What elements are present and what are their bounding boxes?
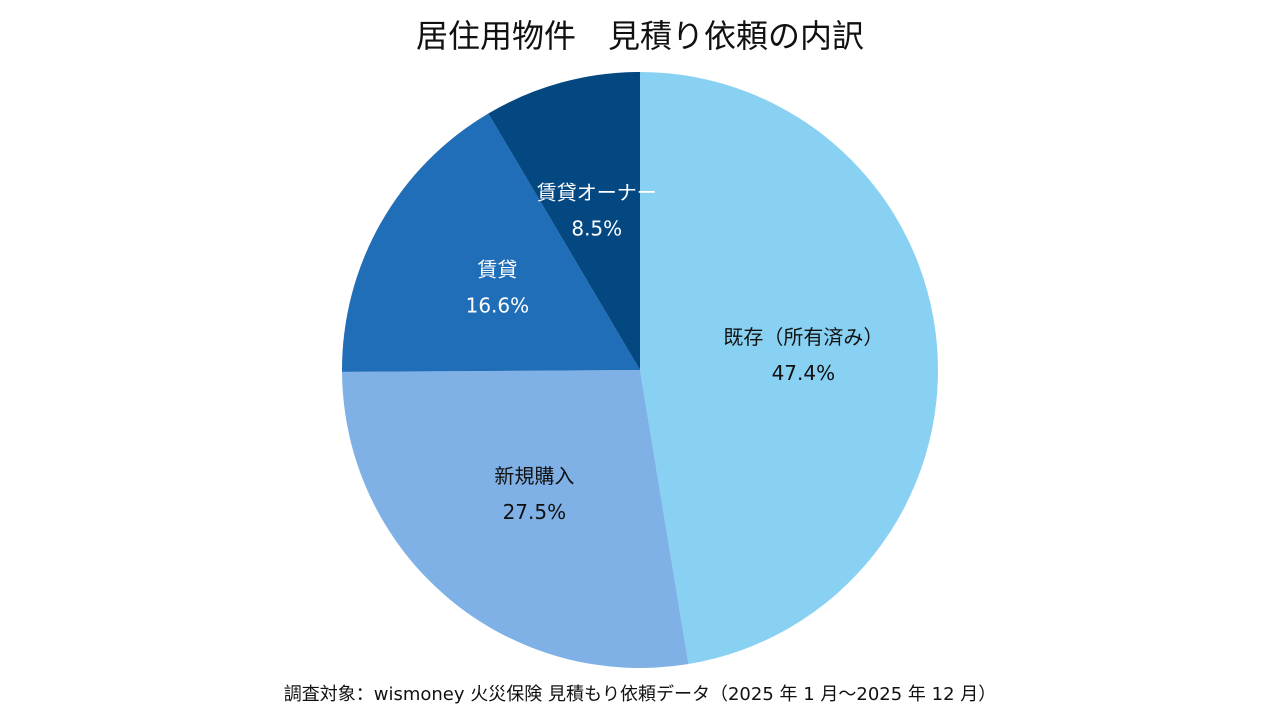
pie-slice: [640, 72, 939, 665]
pie-slice: [342, 113, 640, 372]
slice-label: 新規購入: [494, 464, 574, 488]
chart-title: 居住用物件 見積り依頼の内訳: [416, 17, 864, 55]
slice-label: 賃貸オーナー: [537, 180, 657, 204]
source-note: 調査対象：wismoney 火災保険 見積もり依頼データ（2025 年 1 月～…: [284, 684, 997, 705]
value-label: 27.5%: [503, 500, 567, 524]
value-label: 16.6%: [466, 294, 530, 318]
value-label: 47.4%: [772, 361, 836, 385]
value-label: 8.5%: [571, 216, 622, 240]
pie-slice: [488, 72, 640, 370]
slice-label: 賃貸: [477, 258, 517, 282]
slice-label: 既存（所有済み）: [723, 325, 883, 349]
pie-slice: [342, 370, 689, 668]
